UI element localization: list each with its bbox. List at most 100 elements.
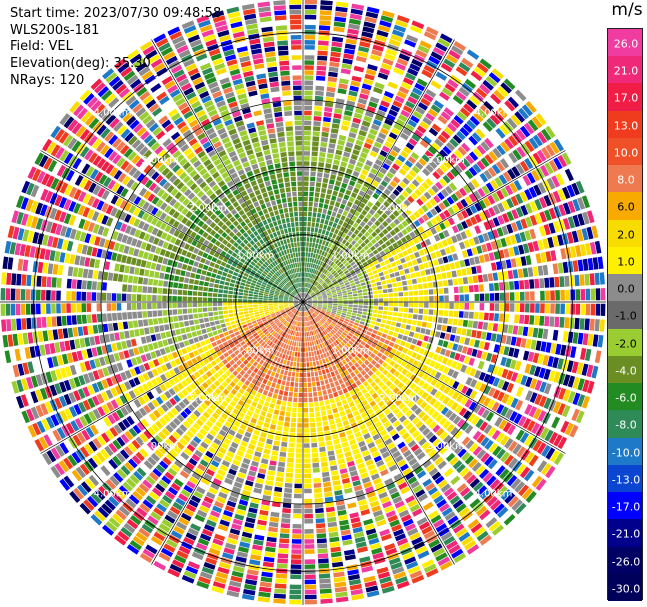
- range-gate: [335, 6, 348, 13]
- range-gate: [524, 434, 534, 447]
- range-gate: [510, 222, 519, 232]
- range-gate: [524, 230, 532, 241]
- range-gate: [298, 402, 303, 408]
- range-gate: [382, 289, 388, 294]
- range-gate: [200, 340, 206, 347]
- range-gate: [350, 154, 358, 161]
- range-gate: [276, 563, 288, 569]
- range-gate: [230, 352, 236, 359]
- range-gate: [348, 332, 354, 337]
- range-gate: [459, 303, 464, 310]
- range-gate: [443, 58, 456, 69]
- range-gate: [315, 317, 319, 322]
- range-gate: [488, 207, 496, 217]
- range-gate: [339, 243, 344, 249]
- range-gate: [330, 216, 335, 222]
- range-gate: [402, 177, 410, 185]
- range-gate: [312, 467, 320, 473]
- range-gate: [488, 375, 496, 385]
- range-gate: [368, 208, 376, 216]
- range-gate: [359, 248, 365, 254]
- range-gate: [310, 308, 314, 313]
- range-gate: [307, 304, 312, 307]
- range-gate: [341, 399, 348, 405]
- range-gate: [306, 305, 310, 309]
- range-gate: [307, 341, 310, 347]
- range-gate: [400, 150, 409, 159]
- range-gate: [342, 376, 348, 383]
- range-gate: [334, 154, 342, 161]
- range-gate: [339, 355, 344, 361]
- range-gate: [348, 401, 355, 408]
- range-gate: [515, 429, 525, 441]
- range-gate: [319, 273, 324, 278]
- range-gate: [504, 292, 510, 301]
- range-gate: [338, 463, 347, 470]
- range-gate: [536, 149, 547, 162]
- range-gate: [416, 470, 427, 479]
- range-gate: [268, 376, 274, 382]
- range-gate: [405, 371, 413, 379]
- range-gate: [384, 141, 393, 149]
- range-gate: [278, 374, 283, 380]
- range-gate: [333, 239, 338, 245]
- range-gate: [303, 151, 310, 156]
- range-gate: [330, 382, 335, 388]
- range-gate: [461, 250, 468, 258]
- range-gate: [340, 341, 346, 347]
- range-gate: [425, 417, 434, 426]
- range-gate: [570, 346, 577, 358]
- range-gate: [342, 539, 353, 546]
- range-gate: [297, 407, 303, 413]
- range-gate: [342, 310, 347, 314]
- range-gate: [552, 235, 559, 247]
- range-gate: [407, 285, 413, 291]
- range-gate: [347, 95, 357, 102]
- range-gate: [398, 53, 411, 62]
- range-gate: [432, 46, 446, 57]
- range-gate: [412, 508, 423, 517]
- range-gate: [449, 262, 456, 270]
- range-gate: [377, 400, 385, 408]
- range-gate: [348, 196, 355, 203]
- range-gate: [454, 261, 461, 269]
- range-gate: [567, 261, 574, 273]
- range-gate: [480, 452, 490, 463]
- range-gate: [212, 330, 218, 336]
- range-gate: [439, 373, 446, 382]
- range-gate: [363, 373, 370, 380]
- range-gate: [355, 107, 365, 115]
- range-gate: [322, 294, 327, 297]
- range-gate: [394, 159, 403, 167]
- range-gate: [406, 247, 413, 255]
- range-gate: [456, 393, 464, 403]
- range-gate: [392, 100, 403, 108]
- range-gate: [338, 514, 348, 521]
- range-gate: [463, 356, 471, 365]
- range-gate: [327, 308, 332, 311]
- range-gate: [414, 82, 426, 92]
- range-gate: [269, 460, 277, 466]
- range-gate: [379, 204, 387, 212]
- range-gate: [433, 362, 441, 370]
- range-gate: [391, 201, 399, 209]
- range-gate: [477, 234, 485, 244]
- range-gate: [421, 364, 429, 372]
- range-gate: [322, 268, 327, 274]
- range-gate: [575, 410, 585, 424]
- range-gate: [273, 409, 280, 415]
- range-gate: [409, 222, 417, 230]
- range-gate: [462, 277, 468, 285]
- range-gate: [415, 420, 424, 429]
- range-gate: [287, 396, 293, 402]
- range-gate: [263, 367, 269, 374]
- range-gate: [337, 305, 343, 308]
- range-gate: [424, 296, 429, 302]
- range-gate: [341, 251, 347, 257]
- range-gate: [391, 395, 399, 403]
- range-gate: [430, 227, 437, 235]
- range-gate: [365, 319, 371, 324]
- range-gate: [366, 349, 372, 356]
- range-gate: [393, 254, 400, 261]
